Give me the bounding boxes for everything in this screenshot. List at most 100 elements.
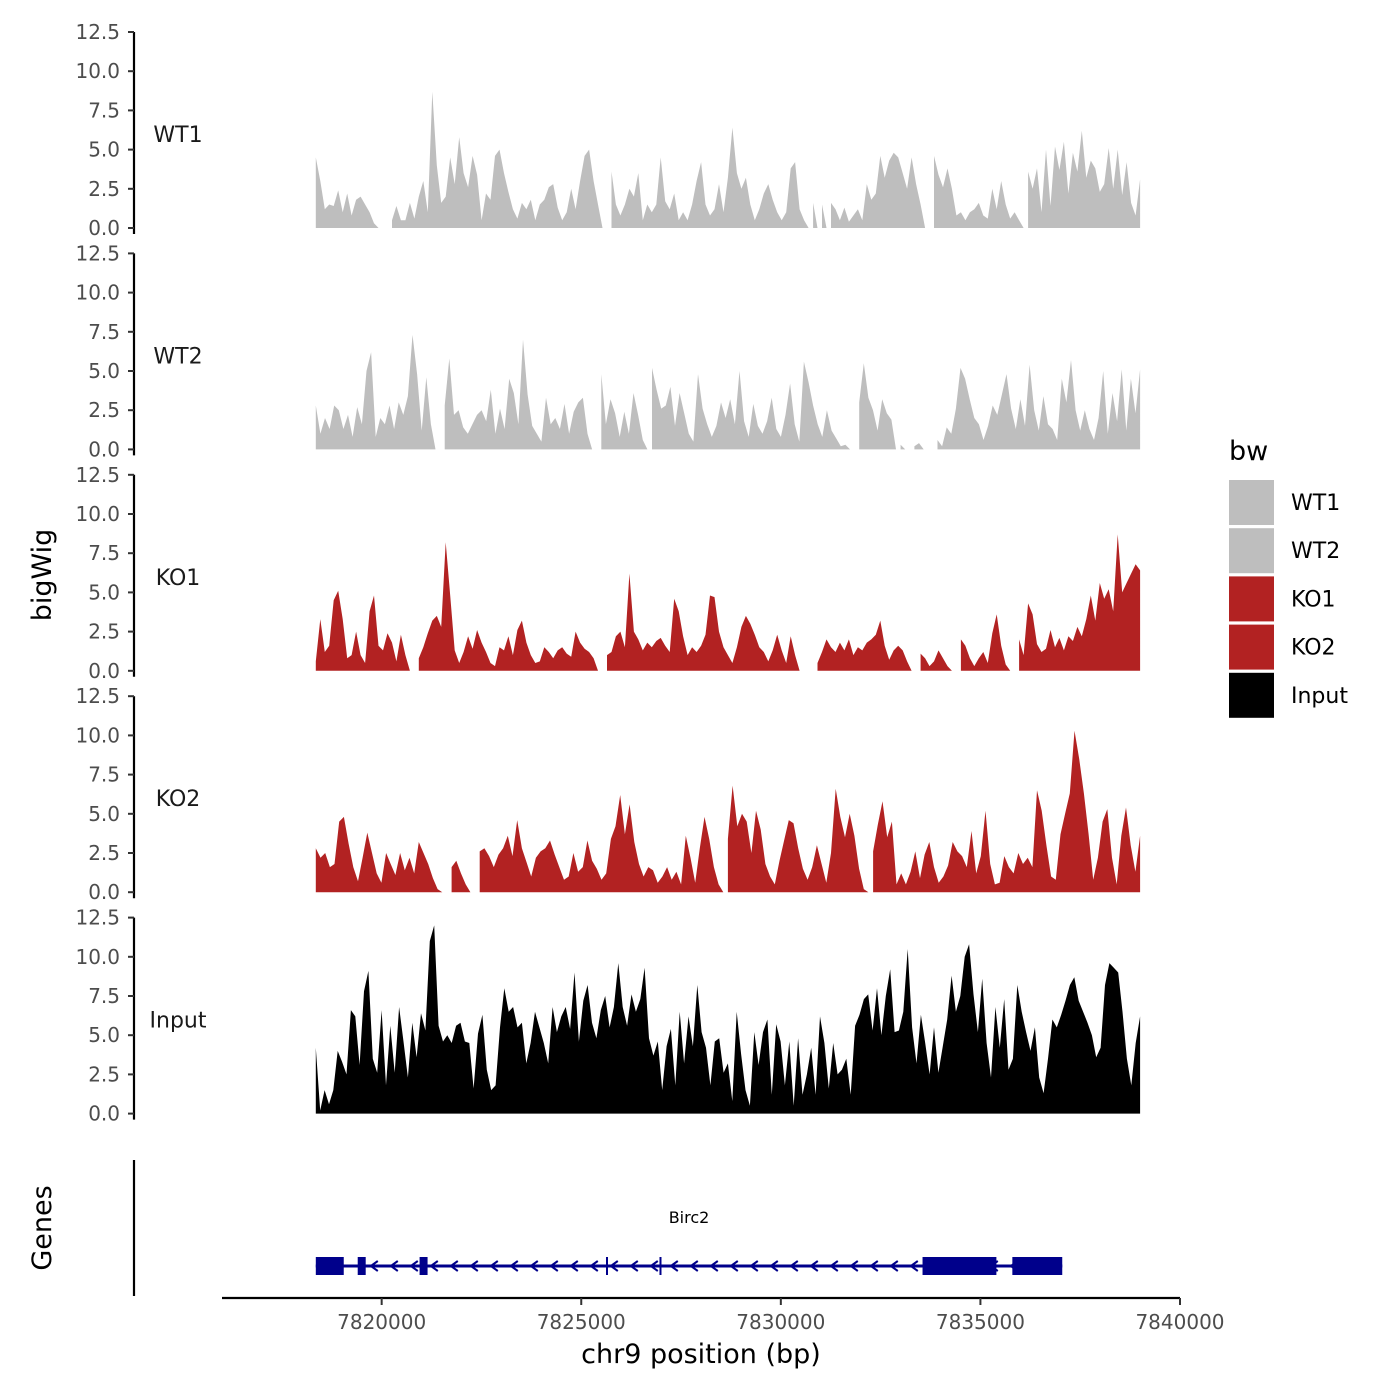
y-tick-label: 10.0 [75,723,120,747]
legend-swatch-input [1229,672,1274,718]
track-name-ko1: KO1 [156,566,201,591]
gene-track: Genes Birc2 [27,1160,1063,1296]
x-tick-label: 7825000 [537,1310,626,1334]
strand-arrow [629,1260,639,1272]
y-tick-label: 7.5 [88,763,120,787]
strand-arrow [409,1260,419,1272]
x-tick-label: 7840000 [1135,1310,1224,1334]
legend-swatch-wt2 [1229,528,1274,574]
y-tick-label: 2.5 [88,620,120,644]
legend: bw WT1 WT2 KO1 KO2 Input [1229,436,1348,718]
legend-swatch-wt1 [1229,480,1274,525]
legend-label-ko1: KO1 [1291,587,1336,612]
y-tick-label: 7.5 [88,541,120,565]
strand-arrow [689,1260,699,1272]
strand-arrow [729,1260,739,1272]
x-axis: 7820000 7825000 7830000 7835000 7840000 [222,1296,1225,1334]
y-tick-label: 10.0 [75,502,120,526]
y-tick-label: 7.5 [88,98,120,122]
y-tick-label: 0.0 [88,437,120,461]
exon [357,1257,366,1275]
y-tick-label: 7.5 [88,320,120,344]
y-tick-label: 10.0 [75,945,120,969]
y-tick-label: 5.0 [88,1023,120,1047]
strand-arrow [789,1260,799,1272]
x-tick-label: 7830000 [736,1310,825,1334]
y-tick-label: 5.0 [88,580,120,604]
strand-arrow [549,1260,559,1272]
exon [659,1257,662,1275]
y-tick-label: 7.5 [88,984,120,1008]
strand-arrow [509,1260,519,1272]
y-tick-label: 0.0 [88,216,120,240]
y-tick-label: 10.0 [75,59,120,83]
y-tick-label: 5.0 [88,138,120,162]
y-tick-label: 12.5 [75,906,120,930]
strand-arrow [649,1260,659,1272]
x-tick-label: 7820000 [337,1310,426,1334]
y-tick-label: 12.5 [75,20,120,44]
strand-arrow [369,1260,379,1272]
y-tick-label: 12.5 [75,241,120,265]
y-axis-title: bigWig [27,529,58,622]
y-tick-label: 10.0 [75,281,120,305]
signal-tracks: 0.0 2.5 5.0 7.5 10.0 12.5 WT1 0.0 2.5 5.0 7.5 10.0 1… [75,20,1141,1126]
track-ko1: 0.0 2.5 5.0 7.5 10.0 12.5 KO1 [75,463,1141,683]
y-tick-label: 0.0 [88,880,120,904]
track-wt2: 0.0 2.5 5.0 7.5 10.0 12.5 WT2 [75,241,1141,461]
strand-arrow [749,1260,759,1272]
strand-arrow [609,1260,619,1272]
strand-arrow [829,1260,839,1272]
legend-label-wt2: WT2 [1291,539,1340,564]
strand-arrow [449,1260,459,1272]
strand-arrow [909,1260,919,1272]
strand-arrow [849,1260,859,1272]
track-wt1: 0.0 2.5 5.0 7.5 10.0 12.5 WT1 [75,20,1141,240]
x-tick-label: 7835000 [936,1310,1025,1334]
strand-arrow [389,1260,399,1272]
signal-area-input [315,925,1141,1114]
signal-area-ko2 [315,730,1141,893]
legend-swatch-ko1 [1229,576,1274,622]
y-tick-label: 12.5 [75,684,120,708]
y-tick-label: 0.0 [88,1102,120,1126]
strand-arrow [769,1260,779,1272]
exon [315,1257,344,1275]
strand-arrow [809,1260,819,1272]
strand-arrow [889,1260,899,1272]
signal-area-wt2 [315,334,1141,450]
strand-arrow [869,1260,879,1272]
legend-title: bw [1229,436,1268,467]
track-name-input: Input [150,1009,207,1034]
y-tick-label: 2.5 [88,841,120,865]
strand-arrow [469,1260,479,1272]
strand-arrow [489,1260,499,1272]
exon [605,1257,608,1275]
y-tick-label: 2.5 [88,1062,120,1086]
signal-area-ko1 [315,534,1141,671]
legend-swatch-ko2 [1229,624,1274,670]
y-tick-label: 0.0 [88,659,120,683]
strand-arrow [709,1260,719,1272]
y-tick-label: 2.5 [88,398,120,422]
gene-name-label: Birc2 [669,1208,710,1227]
legend-label-wt1: WT1 [1291,491,1340,516]
track-name-ko2: KO2 [156,787,201,812]
track-ko2: 0.0 2.5 5.0 7.5 10.0 12.5 KO2 [75,684,1141,904]
strand-arrow [429,1260,439,1272]
track-input: 0.0 2.5 5.0 7.5 10.0 12.5 Input [75,906,1141,1126]
track-name-wt2: WT2 [153,344,202,369]
strand-arrow [669,1260,679,1272]
exon [1012,1257,1063,1275]
exon [419,1257,428,1275]
signal-area-wt1 [315,91,1141,228]
y-tick-label: 2.5 [88,177,120,201]
y-tick-label: 5.0 [88,359,120,383]
y-tick-label: 5.0 [88,802,120,826]
x-axis-title: chr9 position (bp) [581,1339,821,1370]
strand-arrow [529,1260,539,1272]
legend-label-input: Input [1291,684,1348,709]
track-name-wt1: WT1 [153,123,202,148]
gene-track-title: Genes [27,1185,58,1270]
